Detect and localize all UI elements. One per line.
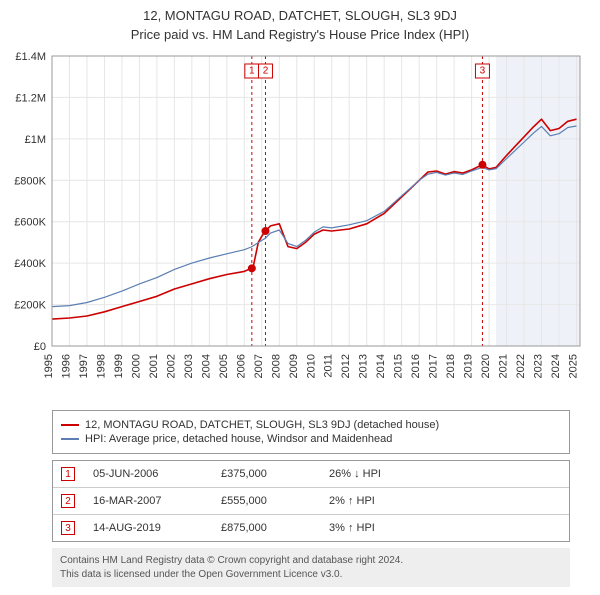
svg-text:2017: 2017 (428, 354, 440, 378)
svg-text:2005: 2005 (218, 354, 230, 378)
legend-swatch (61, 424, 79, 426)
event-marker: 3 (61, 521, 75, 535)
svg-text:2025: 2025 (568, 354, 580, 378)
legend-label: HPI: Average price, detached house, Wind… (85, 433, 392, 445)
event-date: 16-MAR-2007 (93, 495, 203, 507)
event-date: 05-JUN-2006 (93, 468, 203, 480)
svg-text:1996: 1996 (60, 354, 72, 378)
event-row: 2 16-MAR-2007 £555,000 2% ↑ HPI (53, 487, 569, 514)
event-price: £555,000 (221, 495, 311, 507)
chart-plot: £0 £200K £400K £600K £800K £1M £1.2M £1.4M 1995 1… (0, 46, 600, 406)
legend-swatch (61, 438, 79, 440)
svg-text:2014: 2014 (375, 354, 387, 378)
event-price: £875,000 (221, 522, 311, 534)
svg-text:2: 2 (263, 66, 269, 77)
svg-text:£400K: £400K (14, 258, 46, 270)
event-marker: 1 (61, 467, 75, 481)
svg-text:£0: £0 (34, 341, 46, 353)
svg-text:2024: 2024 (550, 354, 562, 378)
svg-text:2001: 2001 (148, 354, 160, 378)
svg-text:1999: 1999 (113, 354, 125, 378)
svg-text:£800K: £800K (14, 175, 46, 187)
svg-text:£200K: £200K (14, 300, 46, 312)
event-note: 3% ↑ HPI (329, 522, 561, 534)
svg-text:1995: 1995 (43, 354, 55, 378)
svg-text:2023: 2023 (533, 354, 545, 378)
attribution: Contains HM Land Registry data © Crown c… (52, 548, 570, 587)
legend-row: 12, MONTAGU ROAD, DATCHET, SLOUGH, SL3 9… (61, 419, 561, 431)
chart-container: 12, MONTAGU ROAD, DATCHET, SLOUGH, SL3 9… (0, 0, 600, 587)
svg-text:2009: 2009 (288, 354, 300, 378)
event-note: 26% ↓ HPI (329, 468, 561, 480)
svg-text:2008: 2008 (270, 354, 282, 378)
svg-text:2012: 2012 (340, 354, 352, 378)
chart-title-address: 12, MONTAGU ROAD, DATCHET, SLOUGH, SL3 9… (4, 8, 596, 23)
svg-text:2011: 2011 (323, 354, 335, 378)
svg-text:£1.2M: £1.2M (15, 92, 46, 104)
svg-text:2007: 2007 (253, 354, 265, 378)
svg-text:2018: 2018 (445, 354, 457, 378)
event-date: 14-AUG-2019 (93, 522, 203, 534)
legend-label: 12, MONTAGU ROAD, DATCHET, SLOUGH, SL3 9… (85, 419, 439, 431)
svg-text:£1M: £1M (25, 134, 46, 146)
svg-text:2016: 2016 (410, 354, 422, 378)
svg-text:2006: 2006 (235, 354, 247, 378)
svg-text:2020: 2020 (480, 354, 492, 378)
svg-text:2015: 2015 (393, 354, 405, 378)
svg-text:3: 3 (480, 66, 486, 77)
svg-text:2004: 2004 (200, 354, 212, 378)
svg-text:2019: 2019 (463, 354, 475, 378)
title-block: 12, MONTAGU ROAD, DATCHET, SLOUGH, SL3 9… (0, 0, 600, 46)
svg-text:2010: 2010 (305, 354, 317, 378)
attribution-line: This data is licensed under the Open Gov… (60, 568, 562, 582)
event-note: 2% ↑ HPI (329, 495, 561, 507)
event-price: £375,000 (221, 468, 311, 480)
svg-text:2021: 2021 (498, 354, 510, 378)
svg-text:2000: 2000 (130, 354, 142, 378)
attribution-line: Contains HM Land Registry data © Crown c… (60, 554, 562, 568)
legend-row: HPI: Average price, detached house, Wind… (61, 433, 561, 445)
svg-text:£1.4M: £1.4M (15, 51, 46, 63)
event-row: 3 14-AUG-2019 £875,000 3% ↑ HPI (53, 514, 569, 541)
legend: 12, MONTAGU ROAD, DATCHET, SLOUGH, SL3 9… (52, 410, 570, 454)
svg-text:2002: 2002 (165, 354, 177, 378)
svg-text:1998: 1998 (95, 354, 107, 378)
svg-text:2013: 2013 (358, 354, 370, 378)
svg-text:2003: 2003 (183, 354, 195, 378)
svg-text:2022: 2022 (515, 354, 527, 378)
chart-svg: £0 £200K £400K £600K £800K £1M £1.2M £1.4M 1995 1… (0, 46, 600, 406)
svg-text:£600K: £600K (14, 217, 46, 229)
events-table: 1 05-JUN-2006 £375,000 26% ↓ HPI 2 16-MA… (52, 460, 570, 542)
chart-title-subtitle: Price paid vs. HM Land Registry's House … (4, 27, 596, 42)
svg-text:1997: 1997 (78, 354, 90, 378)
svg-text:1: 1 (249, 66, 255, 77)
event-marker: 2 (61, 494, 75, 508)
event-row: 1 05-JUN-2006 £375,000 26% ↓ HPI (53, 461, 569, 487)
